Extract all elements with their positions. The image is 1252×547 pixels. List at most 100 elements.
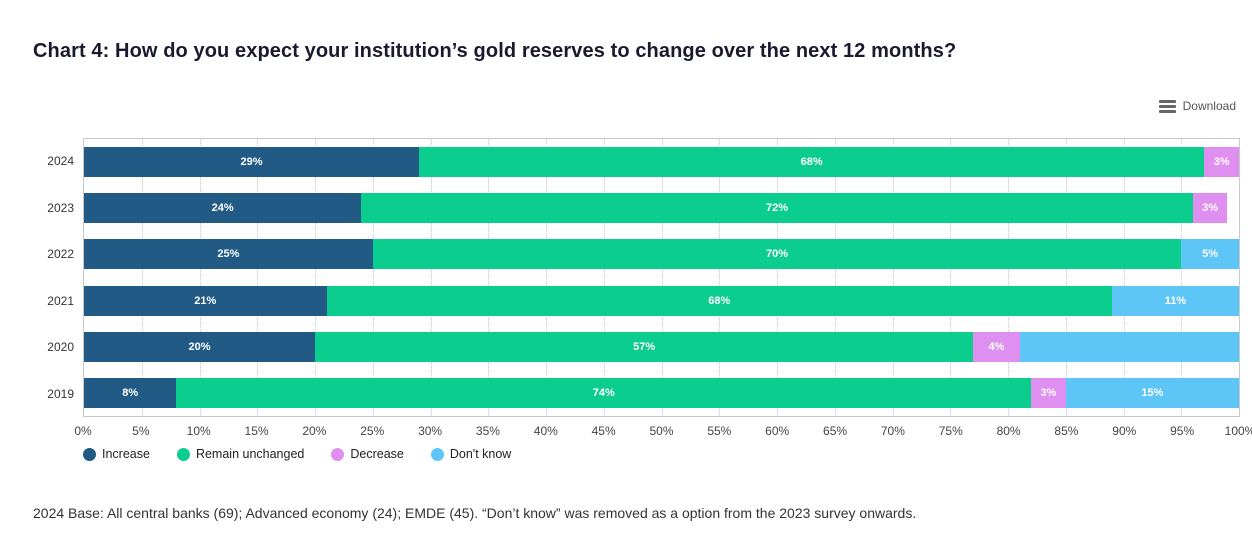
bar-track-2021: 21% 68% 11%: [84, 285, 1239, 316]
segment-label: 57%: [633, 340, 656, 353]
x-tick-label-65: 65%: [823, 424, 848, 438]
x-tick-label-20: 20%: [302, 424, 327, 438]
legend-label: Increase: [102, 447, 150, 461]
segment-label: 15%: [1141, 386, 1164, 399]
x-tick-label-25: 25%: [360, 424, 385, 438]
x-tick-label-0: 0%: [74, 424, 92, 438]
gridline-30: [430, 139, 432, 416]
x-tick-label-70: 70%: [880, 424, 905, 438]
hamburger-menu-icon: [1158, 99, 1176, 113]
legend-item-increase[interactable]: Increase: [83, 447, 150, 461]
gridline-5: [141, 139, 143, 416]
legend-label: Remain unchanged: [195, 447, 305, 461]
bar-segment-2021-increase: 21%: [84, 285, 327, 316]
x-tick-label-90: 90%: [1112, 424, 1137, 438]
gridline-75: [950, 139, 952, 416]
bar-segment-2019-remain-unchanged: 74%: [176, 377, 1032, 408]
x-tick-label-30: 30%: [418, 424, 443, 438]
segment-label: 4%: [988, 340, 1005, 353]
bar-rows: 29% 68% 3% 24% 72% 3% 25% 70% 5% 21% 68% 11% 20% 57% 4…: [84, 139, 1239, 416]
x-tick-label-85: 85%: [1054, 424, 1079, 438]
gridlines: [84, 139, 1239, 416]
x-tick-label-75: 75%: [938, 424, 963, 438]
page: Chart 4: How do you expect your institut…: [33, 40, 1252, 521]
legend-marker-increase: [83, 447, 96, 461]
bar-row-2022: 25% 70% 5%: [84, 231, 1239, 277]
x-tick-label-40: 40%: [533, 424, 558, 438]
legend-item-remain-unchanged[interactable]: Remain unchanged: [176, 447, 305, 461]
bar-segment-2024-remain-unchanged: 68%: [418, 147, 1205, 178]
segment-label: 3%: [1202, 202, 1219, 215]
bar-segment-2021-don-t-know: 11%: [1111, 285, 1239, 316]
x-tick-label-80: 80%: [996, 424, 1021, 438]
segment-label: 20%: [188, 340, 211, 353]
bar-segment-2020-remain-unchanged: 57%: [315, 331, 974, 362]
gridline-50: [661, 139, 663, 416]
legend-marker-don-t-know: [430, 447, 444, 461]
gridline-55: [719, 139, 721, 416]
bar-segment-2024-increase: 29%: [84, 147, 419, 178]
download-label: Download: [1182, 99, 1236, 113]
gridline-65: [834, 139, 836, 416]
gridline-25: [372, 139, 374, 416]
segment-label: 11%: [1164, 294, 1187, 307]
gridline-20: [315, 139, 316, 416]
x-tick-label-60: 60%: [765, 424, 790, 438]
bar-track-2023: 24% 72% 3%: [84, 193, 1239, 224]
bar-segment-2022-remain-unchanged: 70%: [372, 239, 1182, 270]
bar-segment-2020-don-t-know: [1019, 331, 1239, 362]
bar-row-2020: 20% 57% 4%: [84, 324, 1239, 370]
gridline-15: [257, 139, 259, 416]
bar-track-2019: 8% 74% 3% 15%: [84, 377, 1239, 408]
segment-label: 3%: [1040, 386, 1057, 399]
year-label-2023: 2023: [47, 200, 74, 215]
year-label-2020: 2020: [47, 340, 74, 355]
year-label-2022: 2022: [47, 247, 74, 262]
gridline-45: [603, 139, 605, 416]
bar-row-2021: 21% 68% 11%: [84, 278, 1239, 324]
bar-row-2019: 8% 74% 3% 15%: [84, 370, 1239, 416]
segment-label: 25%: [217, 248, 240, 261]
download-button[interactable]: Download: [1158, 99, 1236, 113]
legend: Increase Remain unchanged Decrease Don't kn…: [83, 447, 1240, 461]
gridline-10: [199, 139, 201, 416]
legend-item-decrease[interactable]: Decrease: [331, 447, 404, 461]
segment-label: 70%: [765, 248, 789, 261]
bar-segment-2022-don-t-know: 5%: [1181, 239, 1239, 270]
gridline-85: [1065, 139, 1067, 416]
gridline-60: [777, 139, 778, 416]
chart-toolbar: Download: [33, 96, 1240, 116]
segment-label: 5%: [1202, 248, 1219, 261]
x-tick-label-35: 35%: [475, 424, 500, 438]
bar-segment-2020-decrease: 4%: [973, 331, 1020, 362]
bar-segment-2019-don-t-know: 15%: [1065, 377, 1239, 408]
gridline-70: [892, 139, 894, 416]
legend-label: Don't know: [449, 447, 512, 461]
x-tick-label-5: 5%: [132, 424, 150, 438]
year-label-2019: 2019: [47, 386, 74, 401]
gridline-95: [1181, 139, 1183, 416]
segment-label: 29%: [240, 156, 263, 169]
bar-segment-2020-increase: 20%: [84, 331, 315, 362]
bar-segment-2019-decrease: 3%: [1031, 377, 1066, 408]
segment-label: 72%: [765, 202, 788, 215]
bar-track-2024: 29% 68% 3%: [84, 147, 1239, 178]
bar-segment-2023-remain-unchanged: 72%: [361, 193, 1193, 224]
legend-marker-decrease: [331, 447, 345, 461]
bar-track-2022: 25% 70% 5%: [84, 239, 1239, 270]
gridline-40: [546, 139, 547, 416]
bar-segment-2023-decrease: 3%: [1192, 193, 1228, 224]
gridline-35: [488, 139, 490, 416]
y-axis-labels: 2024 2023 2022 2021 2020 2019: [33, 138, 83, 417]
legend-label: Decrease: [350, 447, 404, 461]
segment-label: 8%: [122, 386, 139, 399]
segment-label: 24%: [211, 202, 234, 215]
legend-marker-remain-unchanged: [176, 447, 190, 461]
year-label-2024: 2024: [47, 154, 74, 169]
chart: 2024 2023 2022 2021 2020 2019 29% 68% 3% 24% 72% 3…: [33, 138, 1240, 417]
legend-item-don-t-know[interactable]: Don't know: [430, 447, 512, 461]
footer-note: 2024 Base: All central banks (69); Advan…: [33, 505, 917, 521]
x-tick-label-100: 100%: [1224, 424, 1252, 438]
page-title: Chart 4: How do you expect your institut…: [33, 40, 957, 62]
bar-track-2020: 20% 57% 4%: [84, 331, 1239, 362]
